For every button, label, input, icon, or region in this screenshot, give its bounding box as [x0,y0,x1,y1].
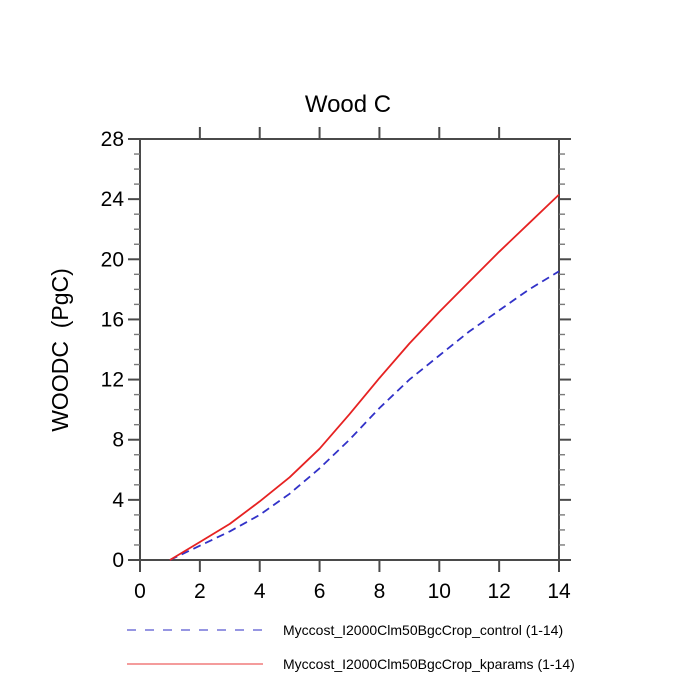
x-tick-label: 2 [194,580,206,603]
series-line-kparams [169,193,560,561]
y-tick-label: 20 [101,248,124,271]
y-axis-title: WOODC (PgC) [47,268,73,432]
legend-label-control: Myccost_I2000Clm50BgcCrop_control (1-14) [283,622,563,638]
x-tick-label: 4 [254,580,266,603]
series-line-control [169,270,560,561]
data-series [169,193,560,561]
legend-label-kparams: Myccost_I2000Clm50BgcCrop_kparams (1-14) [283,656,575,672]
x-tick-label: 12 [487,580,510,603]
x-tick-label: 6 [314,580,326,603]
y-tick-label: 8 [112,429,124,452]
y-tick-label: 16 [101,308,124,331]
plot-frame [139,138,560,561]
x-tick-label: 14 [547,580,571,603]
x-tick-label: 0 [134,580,146,603]
y-tick-label: 0 [112,549,124,572]
y-tick-label: 12 [101,369,124,392]
x-tick-label: 8 [374,580,386,603]
x-tick-label: 10 [428,580,451,603]
y-tick-label: 4 [112,489,124,512]
axis-ticks [128,127,571,572]
y-tick-label: 24 [101,188,125,211]
y-tick-label: 28 [101,128,124,151]
legend: Myccost_I2000Clm50BgcCrop_control (1-14)… [127,622,575,672]
chart-title: Wood C [305,91,391,118]
